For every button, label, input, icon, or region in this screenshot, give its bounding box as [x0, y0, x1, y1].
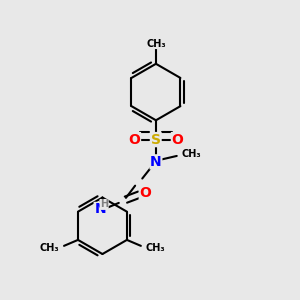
Text: O: O — [171, 133, 183, 147]
Text: N: N — [94, 202, 106, 216]
Text: N: N — [150, 155, 162, 169]
Text: CH₃: CH₃ — [39, 243, 59, 253]
Text: S: S — [151, 133, 161, 147]
Text: O: O — [139, 185, 151, 200]
Text: CH₃: CH₃ — [146, 243, 166, 253]
Text: O: O — [129, 133, 140, 147]
Text: CH₃: CH₃ — [182, 149, 201, 160]
Text: H: H — [100, 200, 108, 209]
Text: CH₃: CH₃ — [146, 39, 166, 49]
